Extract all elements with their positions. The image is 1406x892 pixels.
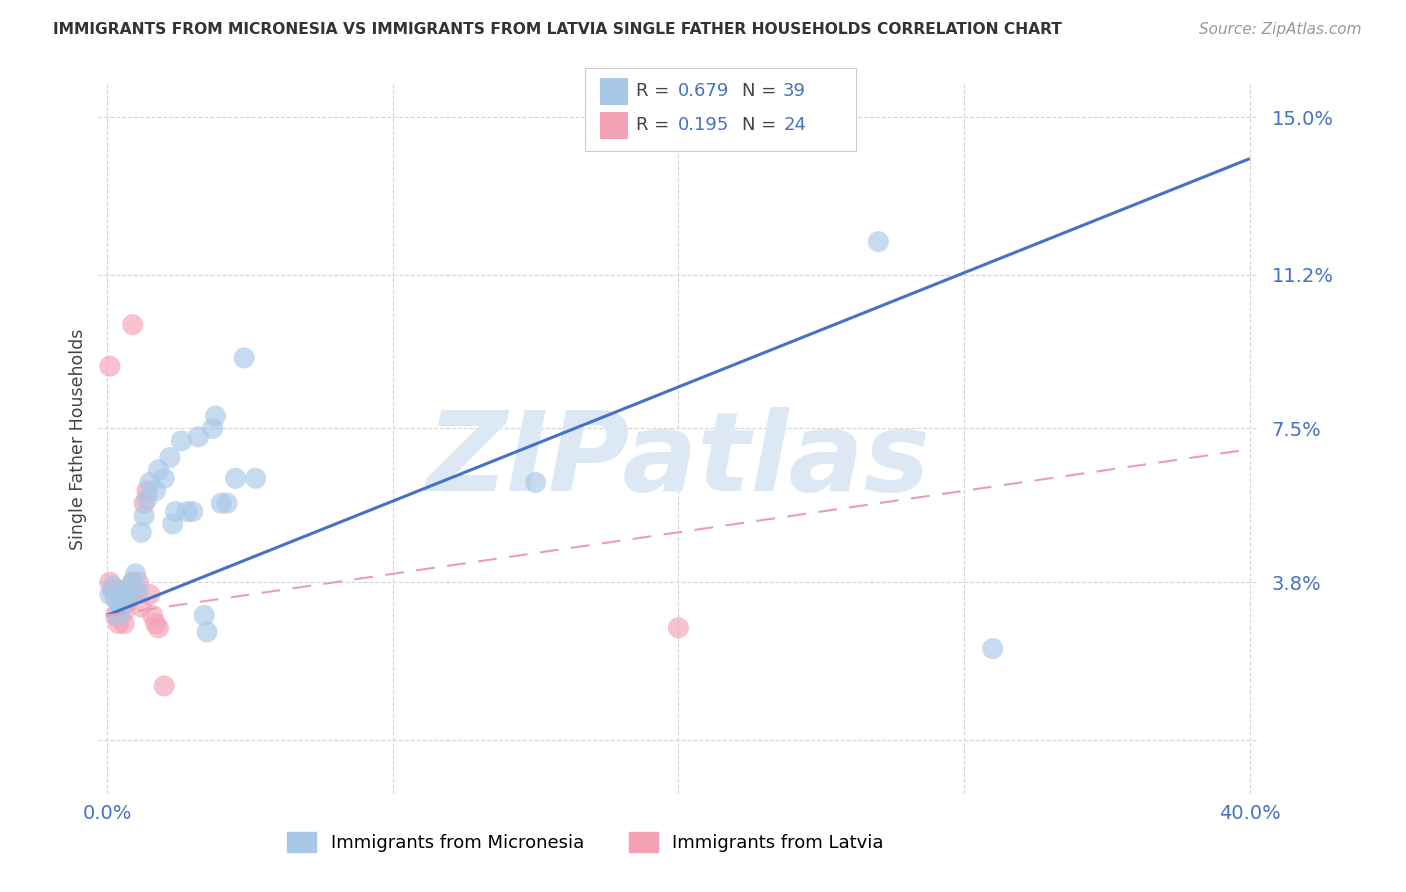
- Point: [165, 504, 187, 518]
- Point: [153, 679, 176, 693]
- Point: [121, 575, 143, 590]
- Point: [201, 421, 224, 435]
- Point: [136, 491, 159, 506]
- Point: [145, 483, 167, 498]
- Point: [115, 596, 138, 610]
- Point: [110, 583, 132, 598]
- Point: [868, 235, 890, 249]
- Point: [215, 496, 238, 510]
- Point: [110, 583, 132, 598]
- Point: [233, 351, 256, 365]
- Text: N =: N =: [742, 116, 782, 134]
- Point: [145, 616, 167, 631]
- Point: [110, 600, 132, 615]
- Point: [666, 621, 689, 635]
- Text: R =: R =: [636, 116, 675, 134]
- Point: [225, 471, 247, 485]
- Point: [148, 463, 170, 477]
- Point: [204, 409, 226, 423]
- Point: [127, 583, 149, 598]
- Point: [136, 483, 159, 498]
- Text: N =: N =: [742, 82, 782, 100]
- Point: [104, 608, 127, 623]
- Point: [124, 583, 146, 598]
- Text: 24: 24: [783, 116, 806, 134]
- Point: [98, 575, 121, 590]
- Point: [115, 591, 138, 606]
- Point: [98, 588, 121, 602]
- Point: [104, 591, 127, 606]
- Point: [121, 575, 143, 590]
- Point: [107, 596, 129, 610]
- Point: [245, 471, 267, 485]
- Point: [181, 504, 204, 518]
- Point: [101, 579, 124, 593]
- Legend: Immigrants from Micronesia, Immigrants from Latvia: Immigrants from Micronesia, Immigrants f…: [280, 825, 891, 859]
- Y-axis label: Single Father Households: Single Father Households: [69, 328, 87, 549]
- Point: [112, 588, 135, 602]
- Point: [118, 583, 141, 598]
- Point: [139, 475, 162, 490]
- Point: [127, 575, 149, 590]
- Point: [159, 450, 181, 465]
- Text: Source: ZipAtlas.com: Source: ZipAtlas.com: [1198, 22, 1361, 37]
- Point: [107, 616, 129, 631]
- Point: [981, 641, 1004, 656]
- Point: [148, 621, 170, 635]
- Text: IMMIGRANTS FROM MICRONESIA VS IMMIGRANTS FROM LATVIA SINGLE FATHER HOUSEHOLDS CO: IMMIGRANTS FROM MICRONESIA VS IMMIGRANTS…: [53, 22, 1063, 37]
- Point: [121, 318, 143, 332]
- Point: [118, 588, 141, 602]
- Point: [112, 616, 135, 631]
- Point: [124, 566, 146, 581]
- Point: [139, 588, 162, 602]
- Text: ZIPatlas: ZIPatlas: [426, 407, 931, 514]
- Point: [193, 608, 215, 623]
- Point: [176, 504, 198, 518]
- Point: [107, 608, 129, 623]
- Point: [101, 583, 124, 598]
- Point: [142, 608, 165, 623]
- Point: [134, 496, 156, 510]
- Text: 0.679: 0.679: [678, 82, 730, 100]
- Point: [524, 475, 547, 490]
- Point: [112, 604, 135, 618]
- Point: [98, 359, 121, 374]
- Point: [134, 508, 156, 523]
- Point: [153, 471, 176, 485]
- Point: [187, 430, 209, 444]
- Text: R =: R =: [636, 82, 675, 100]
- Point: [110, 600, 132, 615]
- Point: [129, 525, 152, 540]
- Point: [209, 496, 232, 510]
- Point: [129, 600, 152, 615]
- Point: [162, 516, 184, 531]
- Text: 0.195: 0.195: [678, 116, 730, 134]
- Point: [170, 434, 193, 448]
- Text: 39: 39: [783, 82, 806, 100]
- Point: [195, 624, 218, 639]
